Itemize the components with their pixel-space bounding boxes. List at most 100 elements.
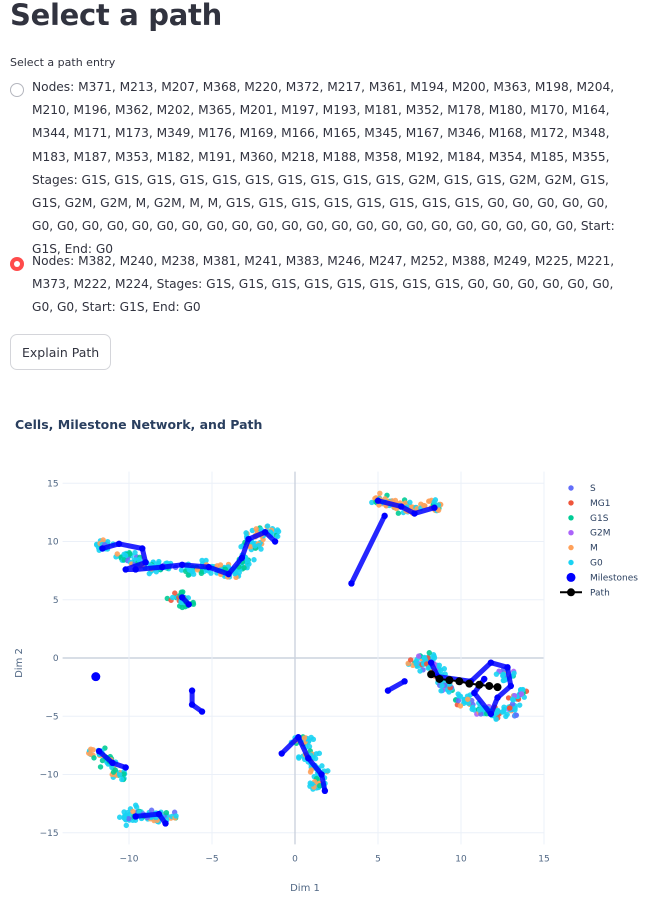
cell-point	[441, 666, 448, 672]
cell-points	[85, 490, 530, 829]
cell-point	[501, 708, 507, 714]
explain-path-button[interactable]: Explain Path	[10, 334, 112, 370]
y-tick-label: −10	[40, 771, 59, 781]
cell-point	[500, 671, 507, 678]
cell-point	[421, 502, 427, 509]
cell-point	[251, 557, 257, 563]
cell-point	[407, 499, 413, 506]
milestone-point	[188, 687, 196, 694]
milestone-point	[318, 771, 325, 778]
legend-marker	[568, 500, 574, 506]
cell-point	[232, 571, 238, 577]
path-point	[435, 674, 444, 683]
y-tick-label: −15	[40, 829, 59, 839]
cell-point	[426, 498, 432, 504]
cell-point	[316, 750, 323, 757]
cell-point	[169, 594, 176, 601]
milestone-point	[471, 689, 478, 697]
cell-point	[116, 814, 123, 820]
milestone-point	[504, 664, 511, 671]
cell-point	[319, 763, 325, 769]
legend-marker	[567, 588, 575, 597]
cell-point	[132, 549, 138, 556]
cell-point	[505, 695, 512, 701]
milestone-point	[487, 710, 495, 718]
milestone-point	[411, 510, 418, 517]
cell-point	[114, 551, 120, 557]
milestone-point	[278, 750, 285, 757]
cell-point	[130, 808, 136, 815]
milestone-point	[122, 566, 129, 573]
cell-point	[203, 557, 209, 564]
cell-point	[392, 497, 399, 504]
x-tick-label: −10	[120, 854, 139, 864]
milestone-point	[487, 659, 495, 666]
cell-point	[97, 764, 104, 770]
milestone-point	[295, 734, 302, 741]
cell-point	[407, 657, 414, 663]
x-tick-label: −5	[205, 854, 218, 864]
milestone-point	[321, 787, 329, 795]
path-point	[465, 679, 474, 688]
cell-point	[173, 813, 179, 819]
cell-point	[264, 523, 271, 529]
cell-point	[369, 499, 375, 506]
cell-point	[421, 654, 428, 661]
x-tick-label: 0	[292, 854, 298, 864]
cell-point	[238, 543, 244, 550]
milestone-point	[185, 601, 192, 608]
path-option-label: Nodes: M382, M240, M238, M381, M241, M38…	[32, 254, 615, 315]
y-tick-label: 10	[47, 538, 59, 548]
milestone-point	[245, 535, 252, 543]
cell-point	[509, 701, 516, 707]
cell-point	[301, 735, 308, 741]
milestone-point	[162, 820, 169, 827]
y-axis-title: Dim 2	[14, 648, 25, 678]
cell-point	[493, 671, 500, 677]
radio-button-selected[interactable]	[10, 257, 24, 271]
legend-marker	[568, 485, 574, 491]
milestone-point	[155, 810, 163, 818]
x-tick-label: 15	[538, 854, 549, 864]
milestone-point	[481, 675, 488, 683]
milestone-point	[384, 687, 392, 694]
milestone-point	[205, 563, 212, 571]
cell-point	[504, 711, 510, 718]
cell-point	[518, 691, 525, 697]
milestone-point	[139, 545, 146, 552]
path-option-1[interactable]: Nodes: M371, M213, M207, M368, M220, M37…	[10, 80, 622, 262]
milestone-point	[109, 759, 116, 767]
y-tick-label: 0	[53, 654, 59, 664]
milestone-point	[374, 497, 382, 504]
milestone-point	[348, 580, 355, 587]
legend-marker	[568, 515, 574, 521]
cell-point	[495, 708, 501, 715]
milestone-point	[198, 708, 206, 715]
cell-point	[146, 570, 153, 577]
cell-point	[123, 822, 129, 829]
radio-button[interactable]	[10, 83, 24, 97]
cell-point	[520, 686, 526, 693]
cell-point	[112, 767, 119, 773]
cell-point	[172, 590, 178, 596]
cell-point	[275, 528, 282, 535]
milestone-edge	[348, 513, 388, 586]
cell-point	[121, 771, 127, 777]
cell-point	[245, 558, 251, 564]
milestone-point	[427, 659, 435, 666]
cell-point	[455, 697, 462, 704]
cell-point	[309, 781, 315, 787]
cell-point	[99, 757, 106, 764]
milestone-point	[305, 754, 312, 762]
legend-marker	[568, 530, 574, 536]
milestone-network	[91, 497, 514, 827]
milestone-point	[401, 678, 408, 685]
cell-point	[308, 734, 314, 741]
cell-point	[252, 543, 258, 549]
cell-point	[190, 601, 197, 607]
path-option-2[interactable]: Nodes: M382, M240, M238, M381, M241, M38…	[10, 254, 622, 320]
chart-grid	[62, 471, 545, 845]
cell-point	[431, 655, 438, 661]
milestone-point	[91, 672, 101, 682]
